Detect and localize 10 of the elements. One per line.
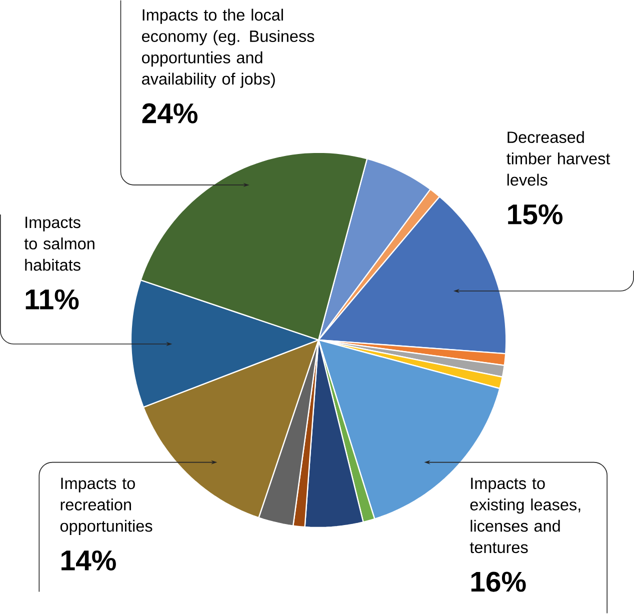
data-label: 11%: [26, 290, 79, 310]
slice-label: Impacts to recreation opportunities: [60, 478, 152, 536]
slice-label: Impacts to salmon habitats: [24, 216, 94, 271]
data-label: 14%: [62, 550, 116, 571]
slice-label: Impacts to existing leases, licenses and tentures: [470, 478, 580, 554]
data-label: 16%: [471, 572, 526, 592]
data-label: 15%: [508, 204, 563, 225]
data-label: 24%: [142, 103, 198, 124]
slice-label: Impacts to the local economy (eg. Business opportunties and availability of jobs): [142, 8, 314, 88]
slice-label: Decreased timber harvest levels: [506, 131, 610, 186]
